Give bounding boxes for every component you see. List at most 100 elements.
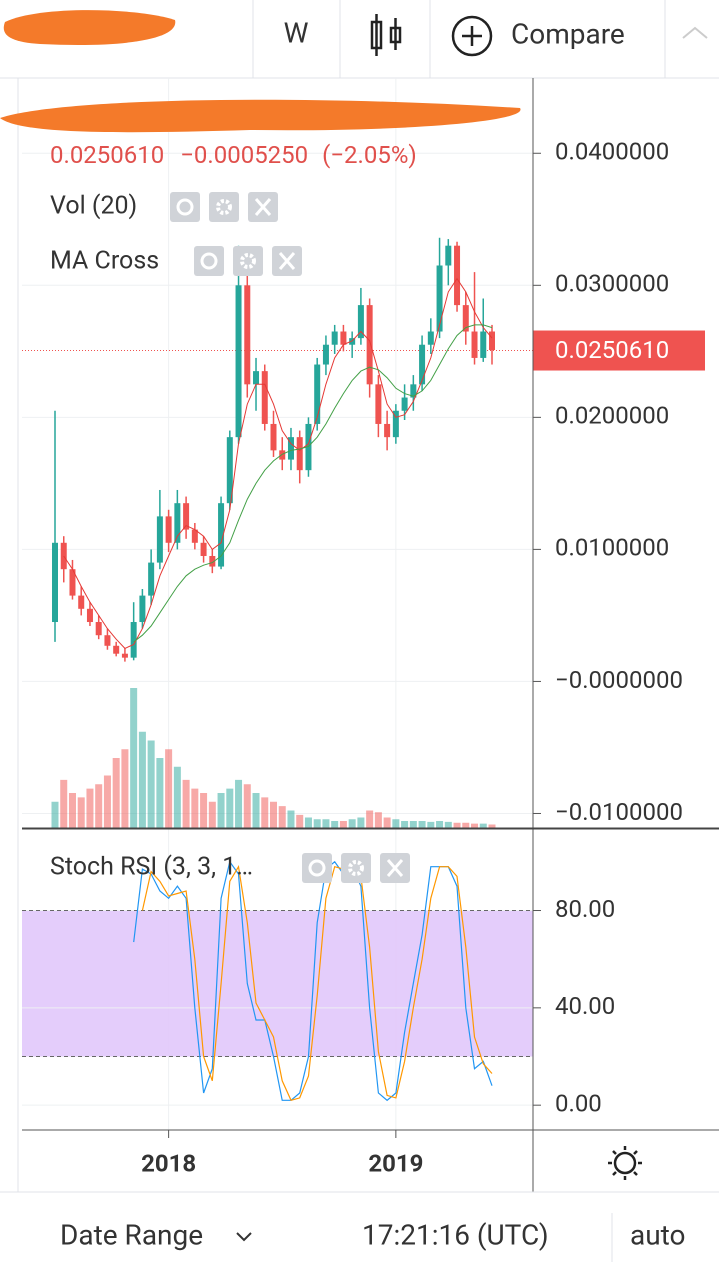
ma-controls[interactable]: [194, 246, 302, 276]
candle-body: [191, 529, 198, 543]
candle-body: [375, 384, 382, 424]
candle-body: [235, 285, 242, 438]
volume-bar: [357, 817, 365, 828]
scale-mode-button[interactable]: auto: [630, 1218, 686, 1251]
footer: Date Range 17:21:16 (UTC) auto: [0, 1191, 719, 1262]
volume-bar: [226, 788, 234, 828]
candle-body: [419, 344, 426, 385]
volume-bar: [138, 731, 146, 828]
volume-bar: [296, 814, 304, 828]
chart-type-button[interactable]: [370, 14, 402, 56]
candle-body: [462, 305, 469, 332]
x-tick-label: 2019: [368, 1149, 423, 1177]
compare-button[interactable]: Compare: [451, 15, 625, 57]
volume-bar: [112, 758, 120, 828]
candle-body: [366, 305, 373, 385]
candle-body: [357, 305, 364, 339]
volume-bar: [208, 801, 216, 828]
volume-bar: [366, 810, 374, 828]
volume-bar: [77, 797, 85, 828]
volume-bar: [453, 822, 461, 828]
volume-bar: [121, 749, 129, 828]
candle-body: [322, 344, 329, 365]
volume-bar: [436, 821, 444, 828]
volume-bar: [278, 806, 286, 828]
candle-body: [454, 245, 461, 306]
candle-body: [410, 384, 417, 398]
candle-body: [279, 450, 286, 460]
candle-body: [52, 542, 58, 623]
volume-bar: [95, 784, 103, 828]
volume-bar: [471, 823, 479, 828]
candle-body: [436, 265, 443, 332]
candle-body: [305, 423, 312, 471]
redaction: [0, 99, 521, 133]
volume-bar: [401, 821, 409, 828]
volume-bar: [103, 775, 111, 828]
y-tick-label: −0.0100000: [555, 798, 683, 826]
axes: 2018 2019 −0.0100000 −0.0000000 0.0100000 0.0…: [22, 78, 719, 1192]
candle-body: [174, 503, 181, 543]
volume-bar: [313, 819, 321, 828]
candle-body: [104, 635, 111, 646]
volume-bar: [51, 801, 59, 828]
candle-body: [156, 516, 163, 563]
volume-bar: [322, 819, 330, 828]
candle-body: [427, 331, 434, 345]
volume-bar: [217, 793, 225, 828]
candle-body: [261, 371, 268, 424]
volume-bar: [156, 758, 164, 828]
candle-body: [209, 555, 216, 567]
candle-body: [183, 503, 190, 530]
collapse-button[interactable]: [682, 26, 708, 39]
volume-bar: [287, 810, 295, 828]
toolbar: W Compare: [0, 0, 719, 79]
candle-body: [340, 331, 347, 345]
volume-bar: [304, 817, 312, 828]
y-tick-label: 0.0100000: [555, 534, 669, 562]
date-range-button[interactable]: Date Range: [60, 1218, 203, 1251]
y-tick-label: 0.0300000: [555, 270, 669, 298]
price-legend: 0.0250610 −0.0005250 (−2.05%): [50, 141, 417, 169]
volume-bar: [348, 819, 356, 828]
stoch-pane: [22, 829, 533, 1130]
volume-bar: [392, 819, 400, 828]
volume-controls[interactable]: [170, 192, 278, 222]
interval-button[interactable]: W: [284, 16, 309, 49]
candle-body: [95, 622, 102, 636]
volume-bar: [462, 822, 470, 828]
candle-body: [69, 569, 76, 596]
clock: 17:21:16 (UTC): [362, 1218, 549, 1251]
x-tick-label: 2018: [141, 1149, 196, 1177]
volume-bar: [147, 740, 155, 828]
candle-body: [471, 331, 478, 358]
candle-body: [244, 285, 251, 385]
candle-body: [392, 410, 399, 438]
y-tick-label: 0.0200000: [555, 402, 669, 430]
candle-body: [349, 338, 356, 345]
candle-body: [296, 437, 303, 471]
last-price-box: [533, 330, 705, 371]
candle-body: [200, 542, 207, 556]
candle-body: [78, 595, 85, 609]
candle-body: [165, 516, 172, 543]
volume-bar: [418, 821, 426, 828]
volume-bar: [191, 788, 199, 828]
settings-button[interactable]: [608, 1146, 642, 1180]
y-tick-label: 0.0400000: [555, 138, 669, 166]
change-pct: (−2.05%): [322, 141, 417, 169]
candle-body: [253, 371, 260, 385]
volume-bar: [339, 821, 347, 828]
candle-body: [480, 331, 487, 358]
candle-body: [218, 503, 225, 567]
volume-bar: [235, 779, 243, 828]
volume-bar: [409, 821, 417, 828]
candle-body: [314, 364, 321, 424]
stoch-controls[interactable]: [302, 853, 410, 883]
candle-body: [86, 608, 93, 623]
volume-bar: [165, 749, 173, 828]
stoch-legend: Stoch RSI (3, 3, 1…: [50, 853, 253, 882]
redaction: [3, 10, 176, 46]
volume-legend: Vol (20): [50, 192, 137, 221]
